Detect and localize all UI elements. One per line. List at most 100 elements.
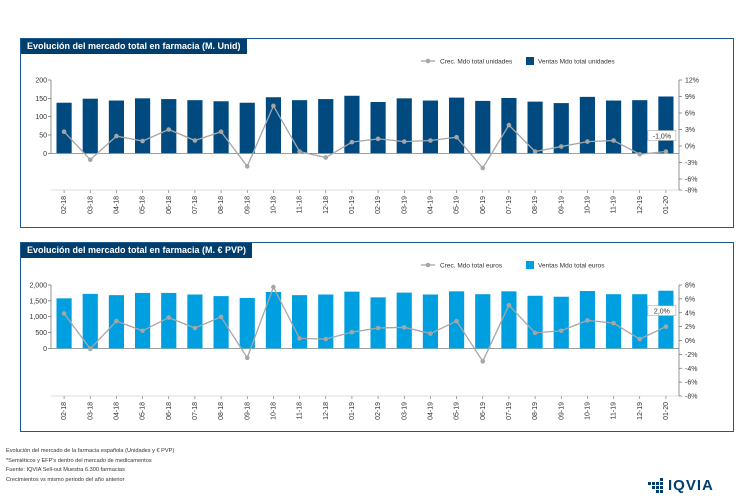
growth-point bbox=[558, 328, 564, 334]
x-tick-label: 07-18 bbox=[192, 402, 199, 420]
right-tick-label: -2% bbox=[685, 352, 697, 359]
growth-point bbox=[87, 346, 93, 352]
chart-title-euros: Evolución del mercado total en farmacia … bbox=[21, 243, 253, 258]
x-tick-label: 04-18 bbox=[113, 402, 120, 420]
bar bbox=[475, 100, 491, 154]
growth-point bbox=[401, 325, 407, 330]
x-tick-label: 01-19 bbox=[349, 196, 356, 214]
growth-point bbox=[244, 164, 250, 169]
x-tick-label: 09-18 bbox=[244, 196, 251, 214]
logo-text: IQVIA bbox=[668, 477, 714, 494]
growth-point bbox=[349, 139, 355, 145]
footer-line: Crecimientos vs mismo periodo del año an… bbox=[6, 476, 125, 483]
x-tick-label: 07-19 bbox=[506, 402, 513, 420]
growth-line bbox=[63, 104, 666, 170]
growth-point bbox=[401, 139, 407, 144]
bar bbox=[187, 294, 203, 349]
right-tick-label: -3% bbox=[685, 160, 697, 167]
footer-line: Fuente: IQVIA Sell-out Muestra 6.300 far… bbox=[6, 467, 125, 473]
right-tick-label: -6% bbox=[685, 177, 697, 184]
right-tick-label: -6% bbox=[685, 380, 697, 387]
left-tick-label: 150 bbox=[35, 96, 47, 103]
bar bbox=[134, 292, 151, 349]
x-tick-label: 10-18 bbox=[270, 402, 277, 420]
logo-grid-icon bbox=[648, 478, 663, 493]
x-tick-label: 07-19 bbox=[506, 196, 513, 214]
growth-point bbox=[637, 151, 643, 157]
x-tick-label: 05-18 bbox=[140, 196, 147, 214]
x-tick-label: 03-19 bbox=[401, 402, 408, 420]
bar bbox=[318, 294, 334, 349]
legend-bar-label: Ventas Mdo total unidades bbox=[538, 59, 615, 66]
growth-point bbox=[192, 138, 198, 143]
legend-line-label: Crec. Mdo total unidades bbox=[440, 59, 513, 66]
bar bbox=[265, 291, 282, 349]
bar bbox=[605, 100, 622, 154]
growth-point bbox=[454, 318, 459, 324]
growth-point bbox=[637, 336, 643, 342]
left-tick-label: 0 bbox=[43, 151, 47, 158]
x-tick-label: 01-19 bbox=[349, 402, 356, 420]
left-tick-label: 50 bbox=[39, 133, 47, 140]
bar bbox=[134, 98, 151, 154]
last-value-box bbox=[647, 130, 677, 141]
right-tick-label: -8% bbox=[685, 188, 697, 195]
growth-point bbox=[349, 329, 355, 335]
x-tick-label: 05-19 bbox=[454, 402, 461, 420]
x-tick-label: 04-18 bbox=[113, 196, 120, 214]
iqvia-logo: IQVIA bbox=[648, 476, 728, 496]
right-tick-label: 6% bbox=[685, 296, 695, 303]
growth-point bbox=[297, 149, 302, 154]
x-tick-label: 12-19 bbox=[637, 196, 644, 214]
growth-point bbox=[375, 136, 381, 142]
bar bbox=[553, 296, 569, 349]
bar bbox=[161, 99, 177, 154]
x-tick-label: 08-19 bbox=[532, 196, 539, 214]
left-tick-label: 100 bbox=[35, 114, 47, 121]
growth-point bbox=[61, 311, 67, 316]
bar bbox=[658, 290, 674, 349]
right-tick-label: 3% bbox=[685, 127, 695, 134]
bar bbox=[422, 100, 439, 154]
footer-notes: Evolución del mercado de la farmacia esp… bbox=[6, 447, 174, 485]
growth-point bbox=[297, 336, 302, 341]
growth-point bbox=[166, 315, 172, 320]
right-tick-label: 6% bbox=[685, 111, 695, 118]
growth-point bbox=[663, 324, 669, 329]
x-tick-label: 06-18 bbox=[166, 402, 173, 420]
x-tick-label: 06-19 bbox=[480, 196, 487, 214]
x-tick-label: 03-18 bbox=[87, 196, 94, 214]
growth-point bbox=[323, 336, 329, 342]
right-tick-label: 12% bbox=[685, 78, 699, 85]
growth-point bbox=[611, 138, 616, 143]
x-tick-label: 08-18 bbox=[218, 402, 225, 420]
growth-point bbox=[192, 325, 198, 331]
right-tick-label: 2% bbox=[685, 324, 695, 331]
growth-point bbox=[428, 331, 433, 336]
bar bbox=[501, 291, 517, 349]
x-tick-label: 03-18 bbox=[87, 402, 94, 420]
bar bbox=[448, 97, 465, 154]
left-tick-label: 1,000 bbox=[29, 314, 47, 321]
growth-point bbox=[271, 284, 276, 290]
x-tick-label: 08-19 bbox=[532, 402, 539, 420]
x-tick-label: 07-18 bbox=[192, 196, 199, 214]
right-tick-label: -8% bbox=[685, 394, 697, 401]
x-tick-label: 06-19 bbox=[480, 402, 487, 420]
bar bbox=[187, 100, 203, 154]
legend-line-marker bbox=[425, 262, 431, 268]
x-tick-label: 10-19 bbox=[584, 196, 591, 214]
last-value-label: 2,0% bbox=[654, 309, 670, 316]
x-tick-label: 11-19 bbox=[611, 402, 618, 419]
right-tick-label: 0% bbox=[685, 144, 695, 151]
bar bbox=[344, 291, 360, 349]
bar bbox=[527, 101, 543, 154]
x-tick-label: 03-19 bbox=[401, 196, 408, 214]
bar bbox=[396, 292, 412, 349]
x-tick-label: 10-19 bbox=[584, 402, 591, 420]
bar bbox=[82, 293, 98, 349]
bar bbox=[396, 98, 412, 154]
growth-point bbox=[140, 328, 145, 334]
growth-point bbox=[271, 103, 276, 109]
left-tick-label: 0 bbox=[43, 346, 47, 353]
